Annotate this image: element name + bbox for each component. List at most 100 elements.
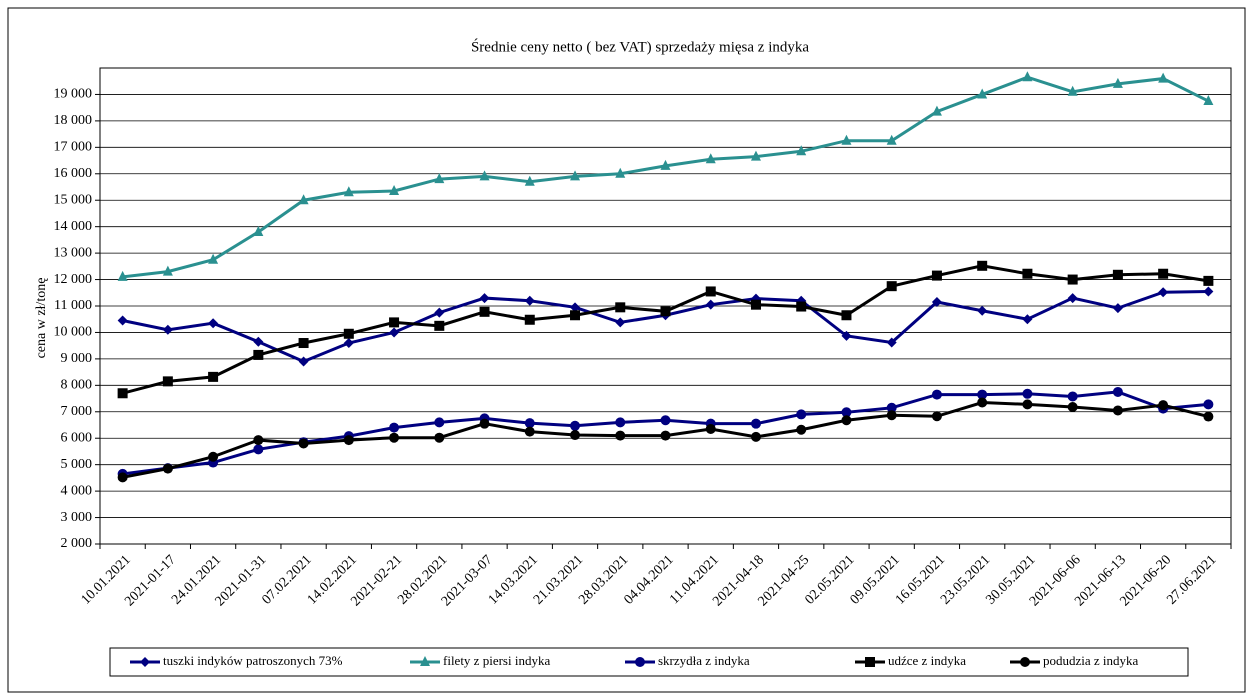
y-tick-label: 3 000 [61, 510, 93, 525]
marker [886, 281, 897, 292]
marker [615, 417, 626, 428]
y-tick-label: 10 000 [54, 325, 93, 340]
marker [298, 194, 309, 205]
marker [841, 415, 852, 426]
marker [886, 410, 897, 421]
marker [1112, 269, 1123, 280]
marker [1203, 275, 1214, 286]
marker [1112, 303, 1123, 314]
legend-label: udźce z indyka [888, 653, 966, 668]
marker [479, 418, 490, 429]
marker [660, 306, 671, 317]
marker [570, 170, 581, 181]
marker [434, 173, 445, 184]
marker [841, 407, 852, 418]
marker [615, 167, 626, 178]
marker [977, 305, 988, 316]
marker [434, 432, 445, 443]
marker [208, 371, 219, 382]
marker [434, 307, 445, 318]
marker [1158, 268, 1169, 279]
marker [886, 337, 897, 348]
marker [1203, 411, 1214, 422]
marker [841, 310, 852, 321]
marker [977, 397, 988, 408]
y-tick-label: 6 000 [61, 430, 93, 445]
marker [977, 88, 988, 99]
y-tick-label: 14 000 [54, 219, 93, 234]
marker [140, 657, 150, 667]
marker [162, 376, 173, 387]
chart-title: Średnie ceny netto ( bez VAT) sprzedaży … [471, 38, 809, 55]
marker [117, 315, 128, 326]
y-tick-label: 4 000 [61, 483, 93, 498]
marker [1112, 405, 1123, 416]
marker [931, 297, 942, 308]
legend-label: skrzydła z indyka [658, 653, 750, 668]
marker [796, 301, 807, 312]
marker [570, 430, 581, 441]
marker [117, 388, 128, 399]
y-tick-label: 7 000 [61, 404, 93, 419]
marker [208, 318, 219, 329]
marker [705, 423, 716, 434]
marker [253, 349, 264, 360]
marker [1203, 286, 1214, 297]
marker [524, 175, 535, 186]
marker [479, 306, 490, 317]
marker [615, 430, 626, 441]
marker [841, 330, 852, 341]
marker [1067, 391, 1078, 402]
marker [1022, 388, 1033, 399]
marker [750, 150, 761, 161]
marker [343, 435, 354, 446]
marker [570, 420, 581, 431]
marker [886, 134, 897, 145]
marker [434, 417, 445, 428]
legend-label: tuszki indyków patroszonych 73% [163, 653, 343, 668]
marker [1022, 268, 1033, 279]
marker [931, 105, 942, 116]
marker [660, 159, 671, 170]
y-axis-label: cena w zł/tonę [34, 278, 49, 359]
marker [931, 411, 942, 422]
marker [977, 260, 988, 271]
marker [750, 299, 761, 310]
marker [389, 432, 400, 443]
y-tick-label: 16 000 [54, 166, 93, 181]
marker [705, 286, 716, 297]
marker [615, 302, 626, 313]
marker [253, 336, 264, 347]
marker [931, 389, 942, 400]
marker [343, 186, 354, 197]
legend-label: filety z piersi indyka [443, 653, 550, 668]
marker [162, 324, 173, 335]
marker [635, 657, 645, 667]
marker [796, 145, 807, 156]
marker [117, 472, 128, 483]
marker [389, 327, 400, 338]
marker [1158, 400, 1169, 411]
marker [1112, 386, 1123, 397]
marker [479, 293, 490, 304]
y-tick-label: 5 000 [61, 457, 93, 472]
marker [750, 418, 761, 429]
marker [208, 451, 219, 462]
chart-border [7, 7, 1246, 693]
marker [1067, 402, 1078, 413]
marker [796, 409, 807, 420]
y-tick-label: 18 000 [54, 113, 93, 128]
marker [1022, 314, 1033, 325]
marker [570, 302, 581, 313]
marker [660, 430, 671, 441]
marker [796, 424, 807, 435]
marker [1203, 95, 1214, 106]
marker [524, 295, 535, 306]
marker [615, 317, 626, 328]
marker [524, 314, 535, 325]
marker [886, 402, 897, 413]
y-tick-label: 15 000 [54, 192, 93, 207]
marker [750, 431, 761, 442]
marker [841, 134, 852, 145]
marker [1022, 71, 1033, 82]
